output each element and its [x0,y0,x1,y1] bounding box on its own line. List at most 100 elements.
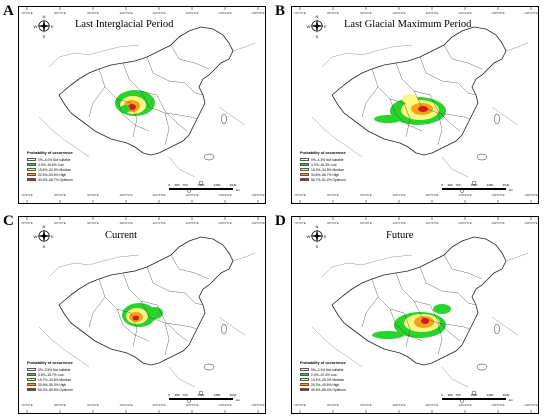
coordinate-labels-top: 70°0'0"E 80°0'0"E 90°0'0"E 100°0'0"E 110°0'0… [19,217,265,225]
legend-swatch [27,177,36,182]
legend-label: 4.0%–15.6% Low [38,162,64,167]
legend-item: 16.3%–34.8% Medium [300,167,346,172]
legend-swatch [300,367,309,372]
province-border [395,272,431,306]
legend-label: 34.8%–56.7% High [311,172,340,177]
coordinate-label: 100°0'0"E [392,403,406,407]
scale-label: 760 [182,183,188,187]
country-border [441,156,469,178]
scale-segment [490,188,506,191]
country-border [38,116,90,158]
legend-label: 2.4%–10.4% Low [311,372,337,377]
scale-label: 0 [168,393,170,397]
legend-swatch [300,387,309,392]
coordinate-label: 100°0'0"E [119,221,133,225]
legend-label: 3.5%–15.7% Low [38,372,64,377]
china-outline [331,26,507,156]
coordinate-labels-bottom: 70°0'0"E 80°0'0"E 90°0'0"E 100°0'0"E 110°0'0… [292,193,538,203]
scale-segment [217,398,233,401]
legend-label: 55.3%–89.8% Optimum [38,387,73,392]
scale-unit: km [509,398,513,402]
coordinate-label: 140°0'0"E [524,193,538,197]
scale-label: 2280 [213,393,221,397]
scale-label: 1520 [470,183,478,187]
coordinate-labels-top: 70°0'0"E 80°0'0"E 90°0'0"E 100°0'0"E 110°0'0… [292,217,538,225]
province-border [413,300,453,326]
coordinate-label: 130°0'0"E [218,221,232,225]
legend-title: Probability of occurrence [300,361,346,365]
legend-swatch [27,157,36,162]
island [494,323,500,335]
coordinate-label: 80°0'0"E [327,193,339,197]
coordinate-label: 120°0'0"E [185,193,199,197]
province-border [403,312,411,348]
coordinate-labels-bottom: 70°0'0"E 80°0'0"E 90°0'0"E 100°0'0"E 110°0'0… [19,403,265,413]
legend-label: 49.6%–88.4% Optimum [311,387,346,392]
legend-swatch [300,372,309,377]
coordinate-label: 70°0'0"E [294,221,306,225]
coordinate-labels-top: 70°0'0"E 80°0'0"E 90°0'0"E 100°0'0"E 110°0'0… [292,7,538,15]
legend-swatch [300,377,309,382]
coordinate-label: 110°0'0"E [152,403,166,407]
scale-segment [201,398,217,401]
legend-label: 10.4%–25.3% Medium [311,377,345,382]
province-border [178,114,198,120]
island [198,390,204,396]
panel-title: Last Glacial Maximum Period [344,19,472,30]
coordinate-label: 120°0'0"E [185,11,199,15]
scale-segment [177,398,185,401]
island [494,113,500,125]
coordinate-labels-top: 70°0'0"E 80°0'0"E 90°0'0"E 100°0'0"E 110°0'0… [19,7,265,15]
province-border [146,56,186,84]
coordinate-labels-bottom: 70°0'0"E 80°0'0"E 90°0'0"E 100°0'0"E 110°0'0… [292,403,538,413]
coordinate-label: 130°0'0"E [491,403,505,407]
province-border [116,308,150,342]
province-border [395,62,431,96]
panel-title: Future [386,230,414,241]
province-border [451,324,471,330]
scale-unit: km [236,398,240,402]
island [476,153,488,161]
map-canvas [26,7,259,203]
scale-label: 2280 [213,183,221,187]
scale-segment [474,188,490,191]
province-border [140,300,180,326]
province-border [443,44,483,70]
island [203,153,215,161]
scale-label: 380 [447,183,453,187]
legend-title: Probability of occurrence [27,361,73,365]
legend-swatch [300,157,309,162]
suitability-area-optimum [128,104,136,110]
coordinate-label: 80°0'0"E [327,11,339,15]
province-border [88,86,106,118]
map-canvas [299,7,532,203]
province-border [178,324,198,330]
scale-label: 2280 [486,393,494,397]
compass-letter: W [306,23,311,29]
scale-unit: km [236,188,240,192]
coordinate-label: 90°0'0"E [87,193,99,197]
coordinate-label: 80°0'0"E [327,221,339,225]
scale-label: 760 [455,183,461,187]
panel-c: Current 70°0'0"E 80°0'0"E 90°0'0"E 100°0'0"… [18,216,266,414]
province-border [457,82,477,96]
compass-letter: W [33,23,38,29]
scale-label: 760 [455,393,461,397]
province-border [371,68,405,104]
coordinate-label: 110°0'0"E [425,221,439,225]
island [221,323,227,335]
legend-item: 0%–4.3% Not suitable [300,157,346,162]
suitability-area-optimum [418,106,428,112]
suitability-area-low [120,105,130,113]
coordinate-label: 70°0'0"E [294,403,306,407]
scale-label: 380 [174,183,180,187]
china-outline [58,26,234,156]
province-border [98,68,132,104]
scale-label: 0 [168,183,170,187]
legend-swatch [27,372,36,377]
scale-segment [177,188,185,191]
scale-label: 380 [174,393,180,397]
legend: Probability of occurrence 0%–4.0% Not sui… [27,151,73,182]
